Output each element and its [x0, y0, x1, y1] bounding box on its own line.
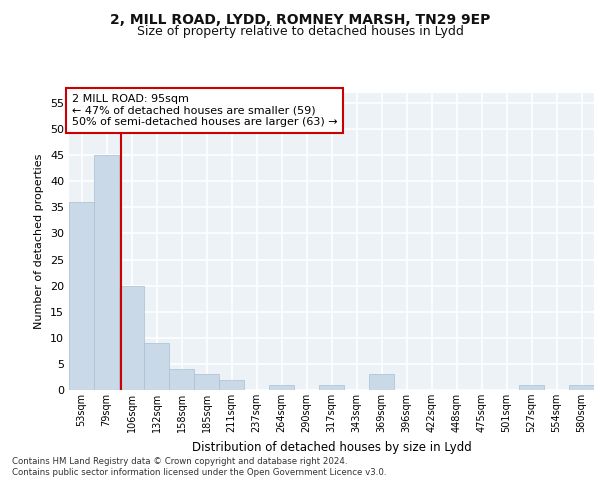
Text: Contains HM Land Registry data © Crown copyright and database right 2024.
Contai: Contains HM Land Registry data © Crown c… — [12, 458, 386, 477]
Bar — [269, 385, 294, 390]
Bar — [119, 286, 144, 390]
Bar — [144, 343, 169, 390]
Bar — [319, 385, 344, 390]
Bar — [169, 369, 194, 390]
Bar — [519, 385, 544, 390]
Bar — [194, 374, 219, 390]
Bar — [369, 374, 394, 390]
Text: 2, MILL ROAD, LYDD, ROMNEY MARSH, TN29 9EP: 2, MILL ROAD, LYDD, ROMNEY MARSH, TN29 9… — [110, 12, 490, 26]
Bar — [69, 202, 94, 390]
Y-axis label: Number of detached properties: Number of detached properties — [34, 154, 44, 329]
Bar — [219, 380, 244, 390]
Text: 2 MILL ROAD: 95sqm
← 47% of detached houses are smaller (59)
50% of semi-detache: 2 MILL ROAD: 95sqm ← 47% of detached hou… — [71, 94, 337, 127]
X-axis label: Distribution of detached houses by size in Lydd: Distribution of detached houses by size … — [191, 440, 472, 454]
Bar — [569, 385, 594, 390]
Text: Size of property relative to detached houses in Lydd: Size of property relative to detached ho… — [137, 25, 463, 38]
Bar — [94, 155, 119, 390]
